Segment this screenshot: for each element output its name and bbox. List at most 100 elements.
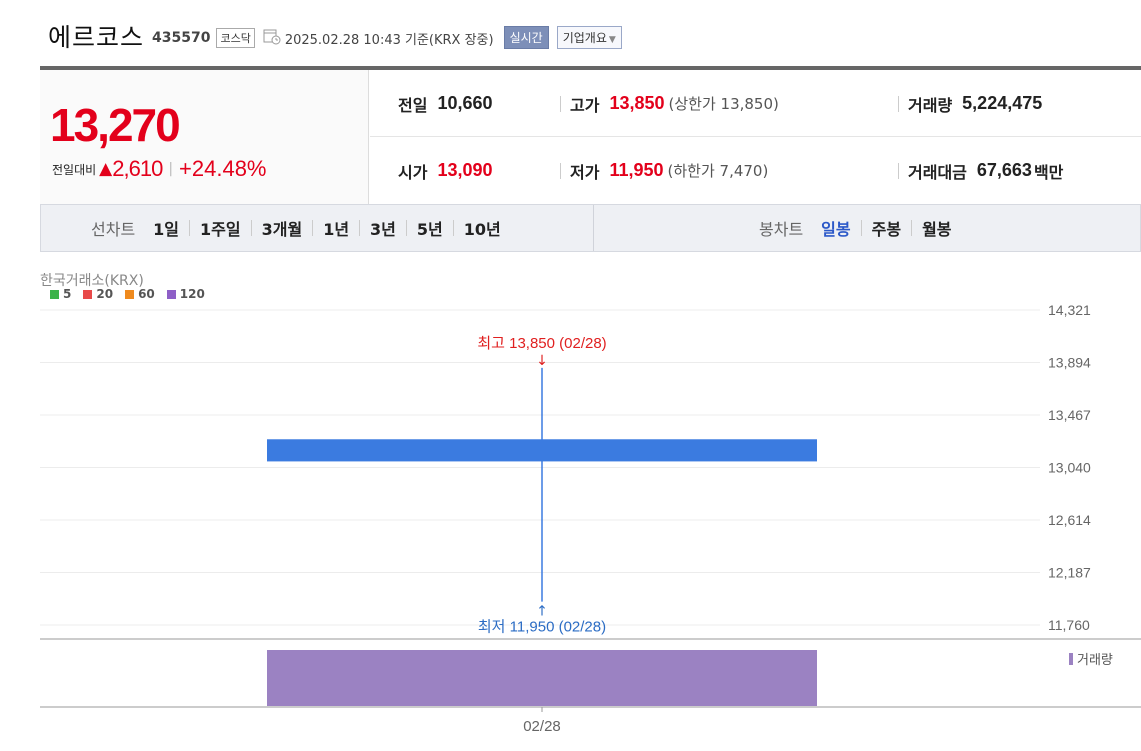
legend-swatch: [166, 289, 176, 299]
divider: [359, 220, 361, 236]
stat-label: 고가: [570, 95, 600, 115]
legend-label: 20: [96, 287, 114, 301]
stock-name: 에르코스: [48, 23, 145, 52]
line-chart-title: 선차트: [91, 220, 136, 239]
line-tab[interactable]: 3년: [370, 220, 396, 239]
stat-value: 13,090: [437, 160, 493, 180]
stat-value: 11,950: [609, 160, 664, 180]
chevron-down-icon: ▼: [608, 35, 616, 45]
legend-swatch: [83, 289, 93, 299]
calendar-clock-icon: [263, 27, 281, 49]
stat-value: 10,660: [437, 93, 493, 113]
stat-unit: 백만: [1033, 162, 1064, 182]
candle-chart-tabs: 봉차트 일봉 주봉 월봉: [759, 205, 952, 251]
legend-swatch: [125, 289, 135, 299]
stat-value: 67,663: [976, 160, 1032, 180]
divider: [560, 163, 561, 179]
stat-label: 전일: [398, 95, 428, 115]
y-tick-label: 13,467: [1048, 407, 1091, 423]
company-overview-label: 기업개요: [562, 31, 607, 45]
divider: [898, 163, 899, 179]
divider: [593, 205, 594, 251]
stat-label: 시가: [398, 162, 428, 182]
y-tick-label: 14,321: [1048, 302, 1091, 318]
low-annotation: 최저 11,950 (02/28): [478, 619, 606, 636]
y-tick-label: 12,614: [1048, 512, 1091, 528]
stat-value: 13,850: [609, 93, 665, 113]
legend-label: 60: [138, 287, 155, 301]
y-tick-label: 12,187: [1048, 564, 1091, 580]
candle-tab[interactable]: 일봉: [821, 220, 851, 239]
stat-label: 저가: [570, 162, 600, 182]
divider: [189, 220, 191, 236]
volume-bar: [267, 650, 817, 706]
chart-tab-bar: 선차트 1일 1주일 3개월 1년 3년 5년 10년 봉차트 일봉 주봉 월봉: [40, 204, 1141, 252]
line-tab[interactable]: 5년: [416, 220, 443, 239]
current-price-panel: 13,270 전일대비 ▲ 2,610 | +24.48%: [40, 70, 369, 204]
legend-item: 20: [83, 287, 113, 301]
legend-item: 120: [166, 287, 205, 301]
divider: [250, 220, 252, 236]
line-tab[interactable]: 1주일: [200, 220, 241, 239]
price-change: 전일대비 ▲ 2,610 | +24.48%: [52, 156, 267, 182]
candle-chart-title: 봉차트: [759, 220, 804, 239]
x-tick-label: 02/28: [523, 718, 561, 735]
line-tab[interactable]: 10년: [463, 220, 501, 239]
stat-label: 거래대금: [908, 162, 967, 182]
legend-label: 120: [179, 287, 205, 301]
divider: [560, 96, 561, 112]
stat-high: 고가 13,850 (상한가 13,850): [570, 70, 779, 137]
divider: [405, 220, 407, 236]
lower-limit: (하한가 7,470): [667, 162, 769, 180]
quote-timestamp: 2025.02.28 10:43 기준(KRX 장중): [284, 32, 494, 48]
line-tab[interactable]: 1년: [323, 220, 350, 239]
market-badge: 코스닥: [216, 27, 255, 48]
divider: |: [168, 161, 174, 177]
stat-value: 5,224,475: [962, 93, 1043, 113]
line-chart-tabs: 선차트 1일 1주일 3개월 1년 3년 5년 10년: [91, 205, 501, 251]
price-chart: 14,321 13,894 13,467 13,040 12,614 12,187 11,7…: [40, 302, 1141, 735]
divider: [452, 220, 454, 236]
stat-low: 저가 11,950 (하한가 7,470): [570, 137, 768, 204]
candle-tab[interactable]: 주봉: [871, 220, 902, 239]
candle-tab[interactable]: 월봉: [922, 220, 952, 239]
stock-header: 에르코스 435570 코스닥 2025.02.28 10:43 기준(KRX …: [48, 18, 622, 54]
volume-legend-swatch: [1069, 653, 1073, 665]
divider: [911, 220, 913, 236]
stat-label: 거래량: [908, 95, 953, 115]
stat-open: 시가 13,090: [398, 137, 493, 204]
y-tick-label: 13,894: [1048, 355, 1091, 371]
up-arrow-icon: ↑: [536, 604, 548, 620]
down-arrow-icon: ↓: [536, 353, 548, 369]
change-label: 전일대비: [52, 162, 97, 177]
price-summary: 13,270 전일대비 ▲ 2,610 | +24.48% 전일 10,660 …: [40, 66, 1141, 204]
upper-limit: (상한가 13,850): [668, 95, 779, 113]
divider: [312, 220, 314, 236]
stat-trade-value: 거래대금 67,663 백만: [908, 137, 1063, 204]
candle-body: [267, 439, 817, 462]
stats-row-2: 시가 13,090 저가 11,950 (하한가 7,470) 거래대금 67,…: [370, 137, 1141, 204]
legend-label: 5: [63, 287, 72, 301]
stats-row-1: 전일 10,660 고가 13,850 (상한가 13,850) 거래량 5,2…: [370, 70, 1141, 137]
up-triangle-icon: ▲: [99, 159, 113, 179]
stat-volume: 거래량 5,224,475: [908, 70, 1042, 137]
exchange-label: 한국거래소(KRX): [40, 273, 144, 289]
y-tick-label: 13,040: [1048, 460, 1091, 476]
stat-prev-close: 전일 10,660: [398, 70, 493, 137]
high-annotation: 최고 13,850 (02/28): [477, 335, 606, 352]
change-percent: +24.48%: [179, 156, 267, 181]
legend-item: 5: [50, 287, 71, 301]
moving-average-legend: 5 20 60 120: [50, 287, 217, 301]
legend-item: 60: [125, 287, 155, 301]
divider: [898, 96, 899, 112]
volume-legend-label: 거래량: [1077, 653, 1113, 668]
stock-code: 435570: [152, 30, 211, 46]
divider: [860, 220, 862, 236]
change-amount: 2,610: [112, 156, 163, 181]
y-tick-label: 11,760: [1048, 617, 1090, 633]
line-tab[interactable]: 1일: [153, 220, 180, 239]
company-overview-dropdown[interactable]: 기업개요 ▼: [556, 26, 622, 49]
realtime-button[interactable]: 실시간: [503, 26, 549, 49]
legend-swatch: [50, 289, 59, 299]
line-tab[interactable]: 3개월: [261, 220, 303, 239]
